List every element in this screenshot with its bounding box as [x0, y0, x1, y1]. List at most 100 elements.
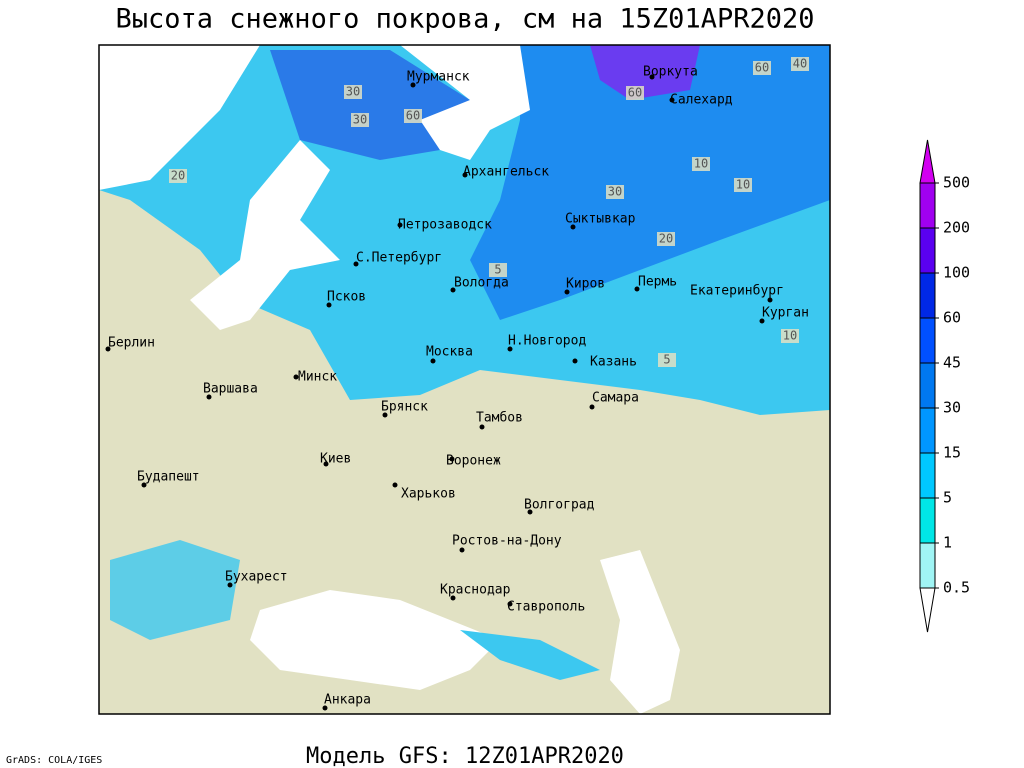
contour-label: 20: [659, 232, 673, 246]
city-dot: [322, 705, 328, 711]
contour-label-box: [658, 353, 676, 367]
city-label: Киров: [566, 277, 605, 292]
contour-label-box: [404, 109, 422, 123]
city-label: Брянск: [381, 400, 428, 415]
city-label: Самара: [592, 391, 639, 406]
contour-label: 60: [406, 109, 420, 123]
contour-label: 30: [353, 113, 367, 127]
legend-box: [919, 497, 936, 544]
city-label: Киев: [320, 452, 351, 467]
city-dot: [293, 374, 299, 380]
city-label: Петрозаводск: [398, 218, 492, 233]
footer: Модель GFS: 12Z01APR2020: [306, 744, 624, 768]
city-dot: [449, 456, 455, 462]
city-dot: [141, 482, 147, 488]
city-label: С.Петербург: [356, 251, 442, 266]
contour-label-box: [753, 61, 771, 75]
contour-label-box: [734, 178, 752, 192]
snow-deep: [270, 50, 470, 160]
contour-label-box: [692, 157, 710, 171]
contour-label-box: [606, 185, 624, 199]
city-dot: [450, 287, 456, 293]
city-dot: [353, 261, 359, 267]
legend-label: 5: [943, 489, 952, 507]
sea: [600, 550, 680, 714]
city-label: Бухарест: [225, 570, 288, 585]
legend-label: 0.5: [943, 579, 970, 597]
city-label: Салехард: [670, 93, 733, 108]
city-label: Архангельск: [463, 165, 549, 180]
city-dot: [649, 74, 655, 80]
city-label: Казань: [590, 355, 637, 370]
city-dot: [323, 461, 329, 467]
legend-arrow: [919, 587, 936, 633]
city-label: Варшава: [203, 382, 258, 397]
contour-label: 10: [783, 329, 797, 343]
city-dot: [326, 302, 332, 308]
city-label: Тамбов: [476, 411, 523, 426]
sea: [250, 590, 500, 690]
snow-max: [590, 45, 700, 100]
contour-label-box: [657, 232, 675, 246]
legend-box: [919, 272, 936, 319]
city-label: Воркута: [643, 65, 698, 80]
city-dot: [527, 509, 533, 515]
city-label: Сыктывкар: [565, 212, 636, 227]
contour-label: 30: [608, 185, 622, 199]
city-dot: [589, 404, 595, 410]
city-label: Пермь: [638, 275, 677, 290]
city-dot: [669, 97, 675, 103]
map-frame: [98, 44, 831, 715]
city-dot: [382, 412, 388, 418]
map: [98, 44, 831, 715]
city-dot: [507, 601, 513, 607]
contour-label: 5: [494, 263, 501, 277]
city-label: Краснодар: [440, 583, 511, 598]
contour-label-box: [489, 263, 507, 277]
city-dot: [206, 394, 212, 400]
city-label: Минск: [298, 370, 337, 385]
city-dot: [572, 358, 578, 364]
legend-box: [919, 227, 936, 274]
legend-label: 1: [943, 534, 952, 552]
contour-label: 10: [736, 178, 750, 192]
city-label: Москва: [426, 345, 473, 360]
contour-label: 60: [628, 86, 642, 100]
city-dot: [767, 297, 773, 303]
contour-label-box: [791, 57, 809, 71]
city-dot: [462, 172, 468, 178]
title: Высота снежного покрова, см на 15Z01APR2…: [116, 4, 815, 35]
legend-label: 60: [943, 309, 961, 327]
city-dot: [397, 222, 403, 228]
city-label: Берлин: [108, 336, 155, 351]
legend-box: [919, 317, 936, 364]
legend-label: 30: [943, 399, 961, 417]
city-dot: [459, 547, 465, 553]
contour-label: 40: [793, 57, 807, 71]
city-dot: [479, 424, 485, 430]
city-dot: [105, 346, 111, 352]
city-label: Ставрополь: [507, 600, 585, 615]
credit: GrADS: COLA/IGES: [6, 755, 102, 766]
sea: [400, 45, 530, 160]
legend-arrow: [919, 139, 936, 184]
city-label: Воронеж: [446, 454, 501, 469]
contour-label-box: [626, 86, 644, 100]
snow-deep: [470, 45, 830, 320]
sea: [99, 45, 260, 190]
contour-label: 5: [663, 353, 670, 367]
sea: [190, 140, 340, 330]
snow-area: [110, 540, 240, 640]
city-dot: [507, 346, 513, 352]
city-label: Курган: [762, 306, 809, 321]
city-label: Анкара: [324, 693, 371, 708]
legend-label: 15: [943, 444, 961, 462]
contour-label: 20: [171, 169, 185, 183]
city-label: Харьков: [401, 487, 456, 502]
legend-box: [919, 452, 936, 499]
city-label: Мурманск: [407, 70, 470, 85]
city-label: Псков: [327, 290, 366, 305]
city-dot: [430, 358, 436, 364]
city-label: Екатеринбург: [690, 284, 784, 299]
